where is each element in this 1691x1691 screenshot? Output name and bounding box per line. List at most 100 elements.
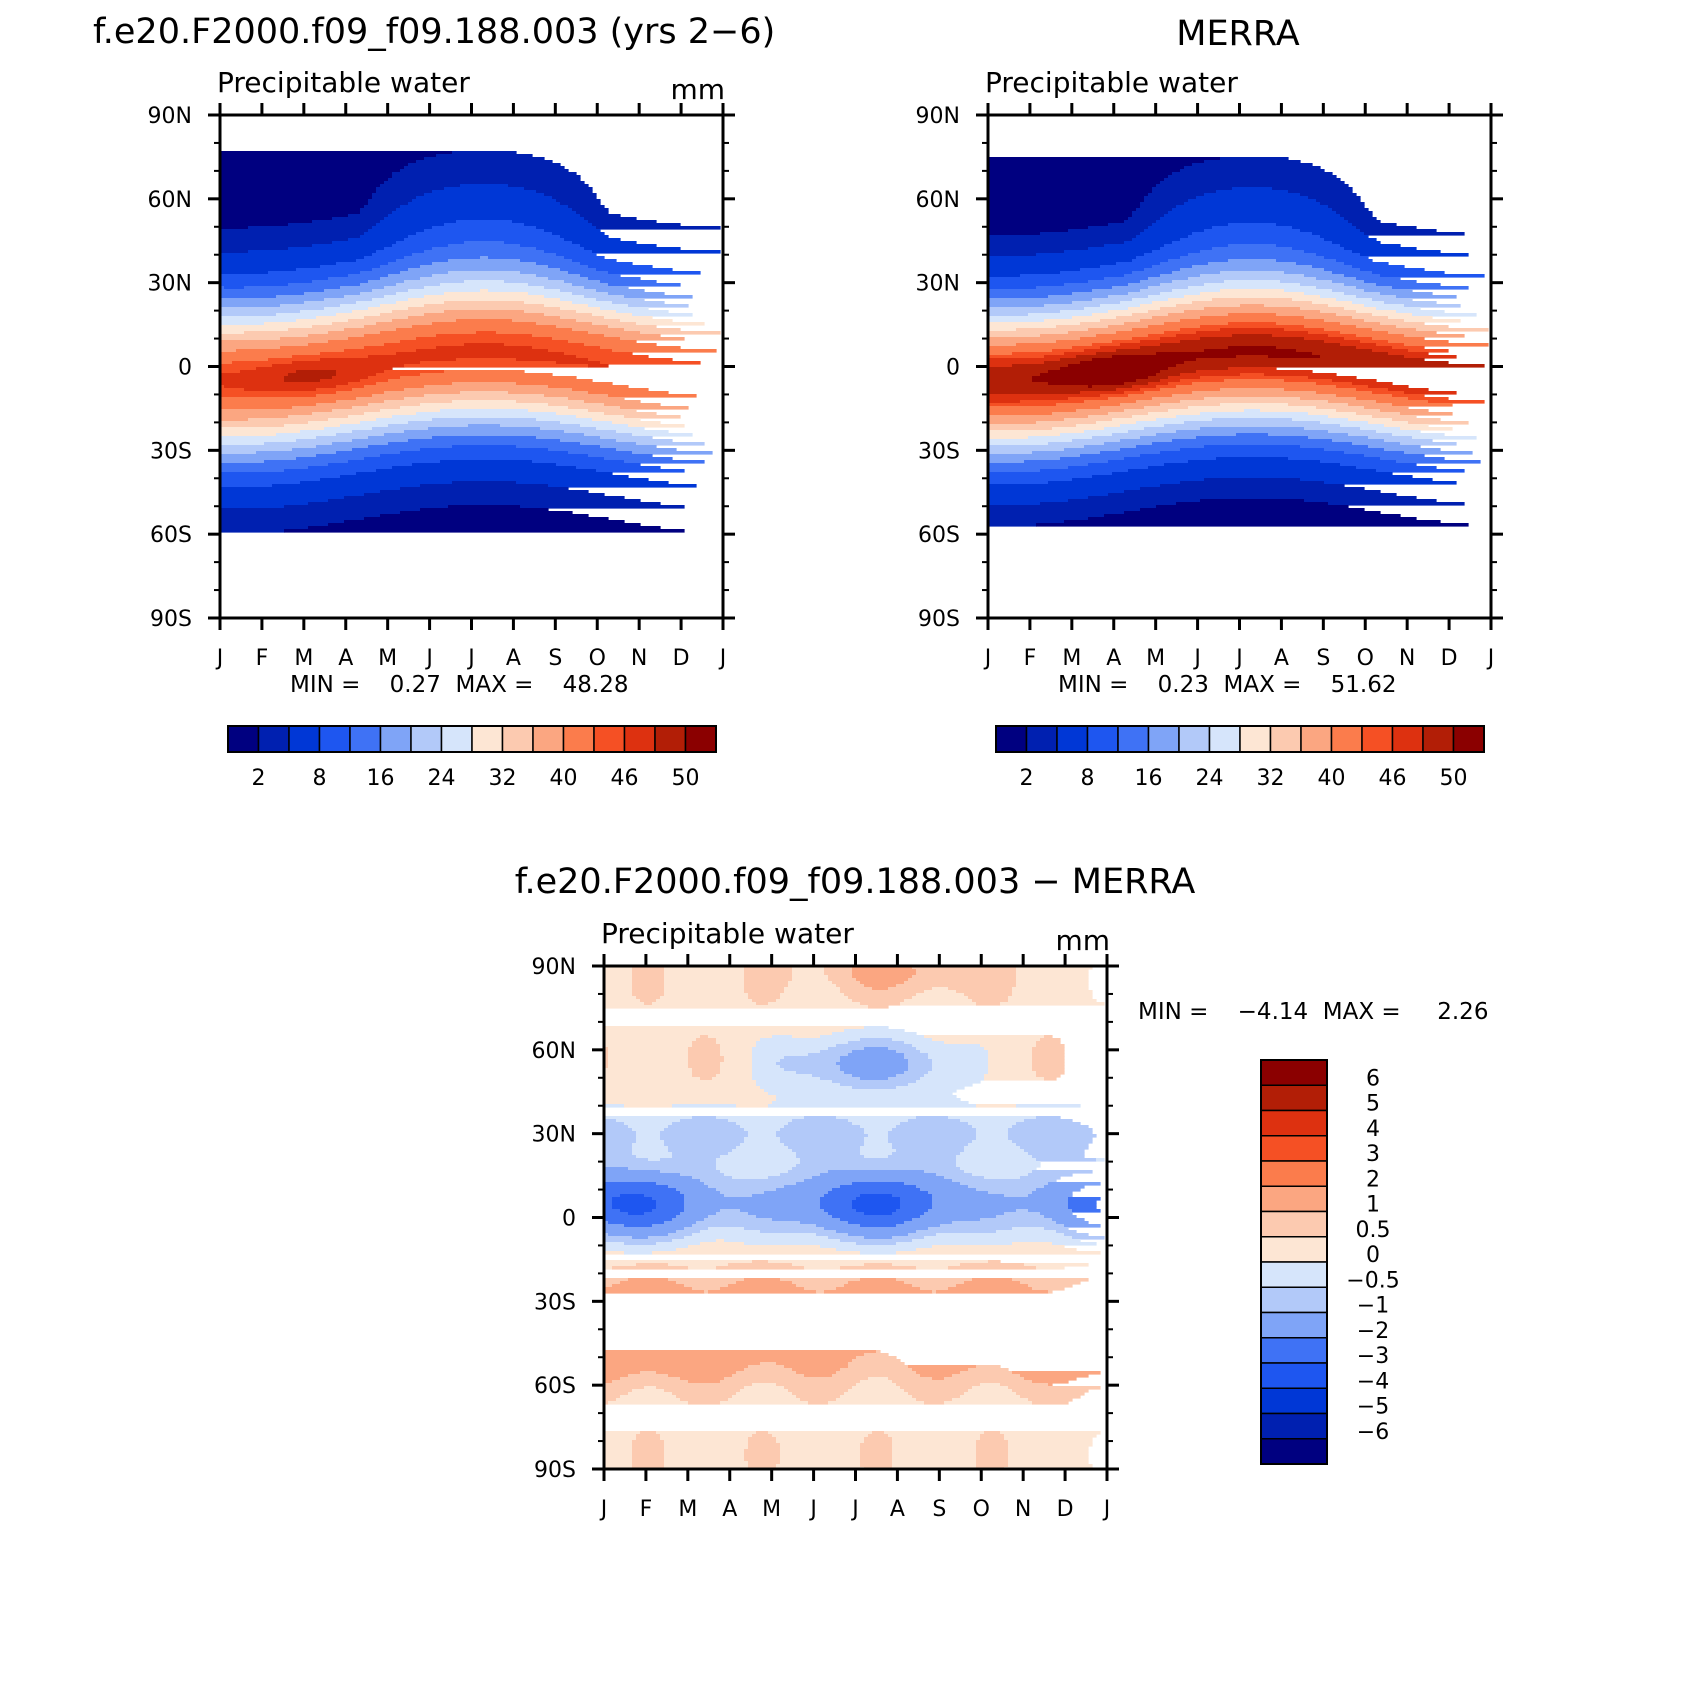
panel-difference: f.e20.F2000.f09_f09.188.003 − MERRA Prec… xyxy=(515,862,1489,1522)
panel-model: S xyxy=(548,646,562,671)
panel-merra: 30S xyxy=(918,439,960,464)
colorbar-box xyxy=(1178,725,1211,753)
panel-merra-field xyxy=(988,157,1489,527)
panel-model: D xyxy=(673,646,690,671)
colorbar-box xyxy=(1422,725,1455,753)
panel-model: F xyxy=(256,646,269,671)
panel-difference: 30N xyxy=(532,1123,576,1148)
panel-difference: 60N xyxy=(532,1039,576,1064)
panel-model-min-max: MIN = 0.27 MAX = 48.28 xyxy=(290,672,629,698)
colorbar-box xyxy=(1260,1337,1328,1364)
panel-difference: 90N xyxy=(532,955,576,980)
colorbar-label: 1 xyxy=(1366,1193,1380,1218)
colorbar-box xyxy=(1269,725,1302,753)
panel-model-colorbar: 2 8 16 24 32 40 46 50 xyxy=(227,725,717,791)
colorbar-box xyxy=(1260,1387,1328,1415)
panel-model: 60N xyxy=(148,188,192,213)
panel-merra: 90N xyxy=(916,104,960,129)
colorbar-box xyxy=(1260,1084,1328,1112)
panel-merra: A xyxy=(1106,646,1121,671)
panel-difference-subtitle: Precipitable water xyxy=(601,917,854,950)
colorbar-box xyxy=(410,725,443,753)
panel-model: O xyxy=(589,646,606,671)
panel-model: J xyxy=(215,646,224,671)
panel-merra: M xyxy=(1062,646,1081,671)
panel-difference: M xyxy=(678,1497,697,1522)
colorbar-label: 3 xyxy=(1366,1142,1380,1167)
panel-difference: J xyxy=(850,1497,859,1522)
colorbar-label: −2 xyxy=(1357,1319,1389,1344)
panel-model: J xyxy=(466,646,475,671)
colorbar-box xyxy=(1260,1311,1328,1339)
colorbar-box xyxy=(623,725,656,753)
colorbar-label: 8 xyxy=(313,766,327,791)
panel-merra: J xyxy=(983,646,992,671)
panel-model-field xyxy=(220,151,721,533)
colorbar-box xyxy=(1260,1362,1328,1389)
panel-merra: 0 xyxy=(946,356,960,381)
colorbar-label: −1 xyxy=(1357,1294,1389,1319)
colorbar-box xyxy=(1260,1185,1328,1213)
colorbar-label: 0.5 xyxy=(1356,1218,1391,1243)
panel-merra: 60N xyxy=(916,188,960,213)
colorbar-label: 2 xyxy=(252,766,266,791)
colorbar-label: 24 xyxy=(1196,766,1224,791)
colorbar-box xyxy=(349,725,382,753)
colorbar-box xyxy=(684,725,717,753)
colorbar-label: 24 xyxy=(428,766,456,791)
colorbar-box xyxy=(1260,1286,1328,1314)
colorbar-box xyxy=(1086,725,1119,753)
panel-merra: F xyxy=(1024,646,1037,671)
colorbar-box xyxy=(288,725,321,753)
colorbar-label: 4 xyxy=(1366,1117,1380,1142)
colorbar-label: −6 xyxy=(1357,1420,1389,1445)
colorbar-box xyxy=(1147,725,1180,753)
panel-merra: 30N xyxy=(916,272,960,297)
colorbar-box xyxy=(1260,1438,1328,1465)
colorbar-label: 50 xyxy=(1440,766,1468,791)
colorbar-label: −4 xyxy=(1357,1369,1389,1394)
panel-model-subtitle: Precipitable water xyxy=(217,66,470,99)
panel-merra: D xyxy=(1441,646,1458,671)
colorbar-label: 2 xyxy=(1366,1167,1380,1192)
colorbar-box xyxy=(1260,1059,1328,1086)
panel-merra: 90S xyxy=(918,607,960,632)
colorbar-label: 16 xyxy=(367,766,395,791)
panel-model: f.e20.F2000.f09_f09.188.003 (yrs 2−6) Pr… xyxy=(93,12,775,791)
panel-merra: M xyxy=(1146,646,1165,671)
colorbar-box xyxy=(1208,725,1241,753)
colorbar-box xyxy=(654,725,687,753)
colorbar-label: 32 xyxy=(1257,766,1285,791)
colorbar-box xyxy=(1056,725,1089,753)
colorbar-box xyxy=(1260,1109,1328,1137)
panel-merra: O xyxy=(1357,646,1374,671)
colorbar-box xyxy=(1300,725,1333,753)
panel-model: 30N xyxy=(148,272,192,297)
colorbar-label: 5 xyxy=(1366,1092,1380,1117)
panel-merra: S xyxy=(1316,646,1330,671)
colorbar-box xyxy=(440,725,473,753)
colorbar-box xyxy=(1260,1160,1328,1187)
colorbar-label: −3 xyxy=(1357,1344,1389,1369)
colorbar-box xyxy=(1117,725,1150,753)
panel-difference: 30S xyxy=(534,1290,576,1315)
panel-merra-title: MERRA xyxy=(1176,14,1300,54)
panel-model: 90N xyxy=(148,104,192,129)
panel-difference: N xyxy=(1015,1497,1031,1522)
panel-difference: F xyxy=(640,1497,653,1522)
colorbar-label: −0.5 xyxy=(1346,1268,1399,1293)
colorbar-label: 2 xyxy=(1020,766,1034,791)
panel-merra-min-max: MIN = 0.23 MAX = 51.62 xyxy=(1058,672,1397,698)
colorbar-box xyxy=(1452,725,1485,753)
panel-difference: A xyxy=(722,1497,737,1522)
panel-difference: J xyxy=(1102,1497,1111,1522)
colorbar-label: 8 xyxy=(1081,766,1095,791)
panel-merra: A xyxy=(1274,646,1289,671)
panel-model: 30S xyxy=(150,439,192,464)
panel-difference: 60S xyxy=(534,1374,576,1399)
panel-model-units: mm xyxy=(670,73,725,106)
panel-model-title: f.e20.F2000.f09_f09.188.003 (yrs 2−6) xyxy=(93,12,775,52)
